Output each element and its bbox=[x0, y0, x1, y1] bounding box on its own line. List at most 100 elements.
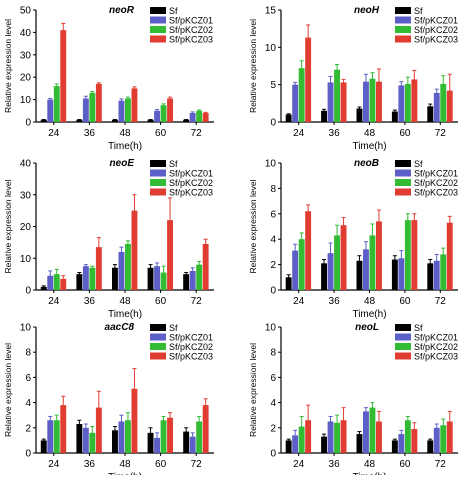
bar bbox=[404, 83, 411, 122]
x-tick-label: 60 bbox=[399, 296, 411, 307]
x-tick-label: 36 bbox=[84, 459, 96, 470]
x-tick-label: 60 bbox=[399, 128, 411, 139]
legend-label: Sf/pKCZ03 bbox=[414, 352, 458, 362]
bar bbox=[76, 119, 83, 122]
panel-title: neoE bbox=[110, 158, 135, 169]
bar bbox=[398, 85, 405, 122]
y-tick-label: 10 bbox=[20, 95, 32, 106]
bar bbox=[47, 420, 54, 453]
bar bbox=[369, 78, 376, 122]
x-tick-label: 72 bbox=[435, 296, 447, 307]
y-axis-label: Relative expression level bbox=[3, 179, 13, 273]
bar bbox=[305, 211, 312, 290]
bar bbox=[82, 98, 89, 122]
bar bbox=[334, 422, 340, 453]
x-tick-label: 60 bbox=[155, 296, 167, 307]
y-tick-label: 20 bbox=[20, 222, 32, 233]
x-tick-label: 72 bbox=[191, 459, 203, 470]
legend-label: Sf bbox=[414, 159, 423, 169]
bar bbox=[427, 263, 434, 290]
bar bbox=[440, 254, 447, 290]
y-tick-label: 30 bbox=[20, 190, 32, 201]
panel-title: neoL bbox=[355, 322, 379, 333]
legend-swatch bbox=[150, 179, 166, 186]
y-tick-label: 0 bbox=[25, 286, 31, 297]
bar bbox=[112, 119, 118, 122]
bar bbox=[391, 111, 398, 122]
bar bbox=[60, 278, 67, 290]
bar bbox=[183, 274, 190, 290]
panel-title: neoR bbox=[109, 5, 135, 16]
bar bbox=[285, 440, 292, 453]
y-tick-label: 8 bbox=[270, 348, 276, 359]
bar bbox=[321, 263, 327, 290]
y-tick-label: 0 bbox=[25, 449, 31, 460]
bar bbox=[292, 250, 299, 290]
legend-swatch bbox=[150, 160, 166, 167]
y-tick-label: 0 bbox=[270, 449, 276, 460]
legend-swatch bbox=[150, 16, 166, 24]
bar bbox=[118, 100, 125, 122]
y-tick-label: 5 bbox=[270, 80, 276, 91]
legend-swatch bbox=[395, 16, 411, 24]
legend-label: Sf/pKCZ01 bbox=[169, 333, 213, 343]
x-tick-label: 24 bbox=[293, 459, 305, 470]
y-tick-label: 6 bbox=[270, 209, 276, 220]
bar bbox=[202, 243, 209, 290]
bar bbox=[196, 264, 203, 290]
bar bbox=[391, 440, 398, 453]
x-axis-label: Time(h) bbox=[108, 309, 142, 320]
legend-swatch bbox=[395, 26, 411, 33]
y-tick-label: 2 bbox=[270, 260, 276, 271]
bar bbox=[53, 420, 60, 453]
legend-label: Sf/pKCZ01 bbox=[414, 169, 458, 179]
bar bbox=[298, 239, 305, 290]
bar bbox=[60, 30, 67, 122]
legend-swatch bbox=[150, 169, 166, 177]
bar bbox=[112, 430, 118, 453]
legend-label: Sf/pKCZ01 bbox=[414, 16, 458, 26]
y-tick-label: 6 bbox=[270, 373, 276, 384]
bar bbox=[147, 432, 154, 453]
x-tick-label: 72 bbox=[191, 128, 203, 139]
bar bbox=[363, 411, 369, 453]
bar bbox=[285, 114, 292, 122]
bar bbox=[167, 417, 173, 453]
bar bbox=[89, 92, 96, 122]
bar bbox=[427, 106, 434, 122]
legend-label: Sf/pKCZ02 bbox=[414, 25, 458, 35]
bar bbox=[40, 286, 47, 290]
bar bbox=[369, 407, 376, 453]
bar bbox=[292, 435, 299, 453]
x-tick-label: 60 bbox=[399, 459, 411, 470]
bar bbox=[47, 275, 54, 290]
x-tick-label: 72 bbox=[435, 128, 447, 139]
bar bbox=[76, 274, 83, 290]
bar bbox=[446, 421, 453, 453]
y-tick-label: 4 bbox=[270, 398, 276, 409]
bar bbox=[398, 434, 405, 453]
y-axis-label: Relative expression level bbox=[248, 19, 258, 113]
bar bbox=[131, 388, 138, 453]
x-tick-label: 24 bbox=[293, 128, 305, 139]
chart-panel-neoR: 0 10 20 30 40 50 24 36 48 60 72 Time(h) Relative exp… bbox=[3, 5, 214, 152]
bar bbox=[356, 108, 363, 122]
bar bbox=[327, 82, 334, 122]
x-tick-label: 48 bbox=[119, 459, 131, 470]
x-tick-label: 36 bbox=[329, 296, 341, 307]
bar bbox=[196, 110, 203, 122]
bar bbox=[321, 110, 327, 122]
bar bbox=[167, 98, 173, 122]
legend-swatch bbox=[395, 324, 411, 331]
bar bbox=[76, 424, 83, 453]
x-axis-label: Time(h) bbox=[108, 141, 142, 152]
bar bbox=[305, 37, 312, 123]
bar bbox=[404, 420, 411, 453]
y-tick-label: 10 bbox=[265, 323, 277, 334]
bar bbox=[53, 86, 60, 122]
bar bbox=[411, 79, 418, 122]
y-tick-label: 2 bbox=[25, 423, 31, 434]
